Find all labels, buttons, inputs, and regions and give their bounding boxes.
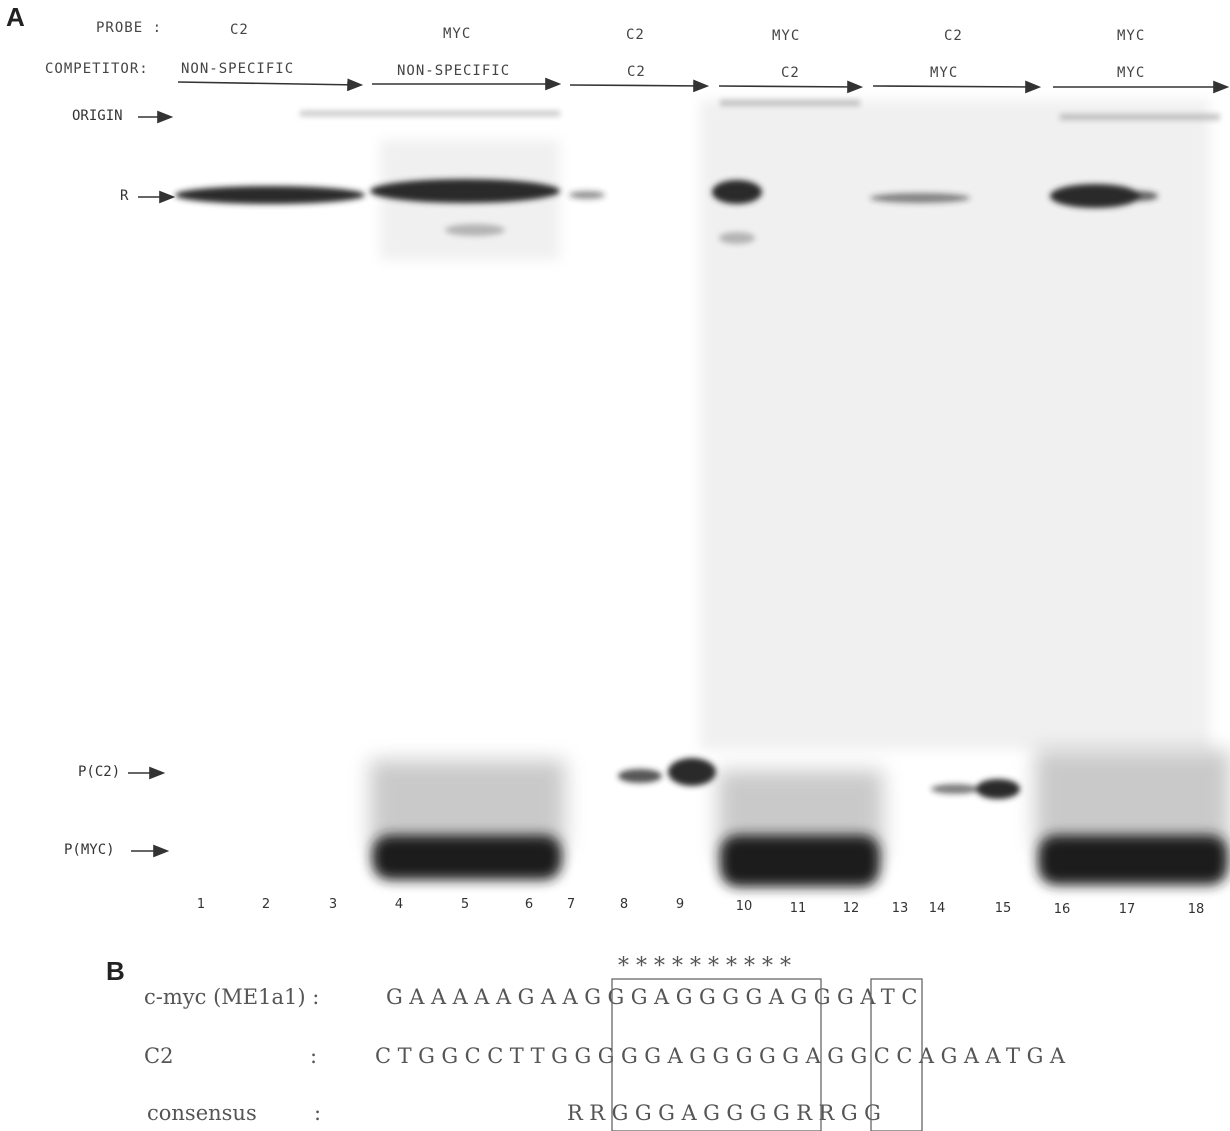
arrow-group-1	[177, 78, 364, 92]
gel-image	[128, 77, 1230, 887]
lane-number: 8	[619, 897, 629, 912]
row-colon-consensus: :	[314, 1101, 322, 1125]
competitor-group-4: C2	[781, 65, 800, 81]
header-arrows	[177, 77, 1230, 94]
row-label-c2: C2	[144, 1044, 174, 1068]
lane-number: 18	[1187, 902, 1205, 917]
lane-number: 17	[1118, 902, 1136, 917]
probe-group-2: MYC	[443, 26, 472, 42]
probe-group-3: C2	[626, 27, 645, 43]
lane-number: 15	[994, 901, 1012, 916]
arrow-group-4	[718, 80, 864, 94]
pc2-bands	[618, 758, 1020, 799]
lane-number: 2	[261, 897, 271, 912]
probe-group-1: C2	[230, 22, 249, 38]
pmyc-bands	[372, 835, 1228, 887]
pc2-label: P(C2)	[78, 764, 121, 780]
panel-b-letter: B	[106, 956, 125, 986]
lane-number: 9	[675, 897, 685, 912]
lane-number: 4	[394, 897, 404, 912]
row-colon-c2: :	[310, 1044, 318, 1068]
panel-a-letter: A	[6, 2, 25, 32]
r-label: R	[120, 188, 129, 204]
lane-number: 16	[1053, 902, 1071, 917]
background-smear	[380, 100, 1210, 750]
arrow-group-3	[569, 79, 710, 93]
probe-group-6: MYC	[1117, 28, 1146, 44]
lane-number: 3	[328, 897, 338, 912]
probe-label: PROBE :	[96, 20, 163, 36]
lane-number: 7	[566, 897, 576, 912]
probe-group-5: C2	[944, 28, 963, 44]
lane-number: 6	[524, 897, 534, 912]
sequence-cmyc: GAAAAAGAAGGGAGGGGAGGGATC	[386, 985, 924, 1009]
conservation-stars: * * * * * * * * * *	[618, 954, 791, 979]
lane-number: 5	[460, 897, 470, 912]
competitor-group-2: NON-SPECIFIC	[397, 63, 511, 79]
row-label-cmyc: c-myc (ME1a1) :	[144, 985, 320, 1009]
pmyc-label: P(MYC)	[64, 842, 115, 858]
probe-group-4: MYC	[772, 28, 801, 44]
origin-label: ORIGIN	[72, 108, 123, 124]
sequence-c2: CTGGCCTTGGGGGAGGGGGAGGCCAGAATGA	[375, 1044, 1072, 1068]
sequence-consensus: RRGGGAGGGGRRGG	[567, 1101, 888, 1125]
competitor-group-1: NON-SPECIFIC	[181, 61, 295, 77]
arrow-group-5	[872, 80, 1042, 94]
competitor-group-5: MYC	[930, 65, 959, 81]
lane-number: 12	[842, 901, 860, 916]
lane-number: 13	[891, 901, 909, 916]
competitor-label: COMPETITOR:	[45, 61, 149, 77]
lane-number: 10	[735, 899, 753, 914]
lane-number: 11	[789, 901, 807, 916]
r-bands	[175, 179, 1158, 208]
lane-number: 1	[196, 897, 206, 912]
lane-number: 14	[928, 901, 946, 916]
row-label-consensus: consensus	[147, 1101, 257, 1125]
competitor-group-3: C2	[627, 64, 646, 80]
competitor-group-6: MYC	[1117, 65, 1146, 81]
